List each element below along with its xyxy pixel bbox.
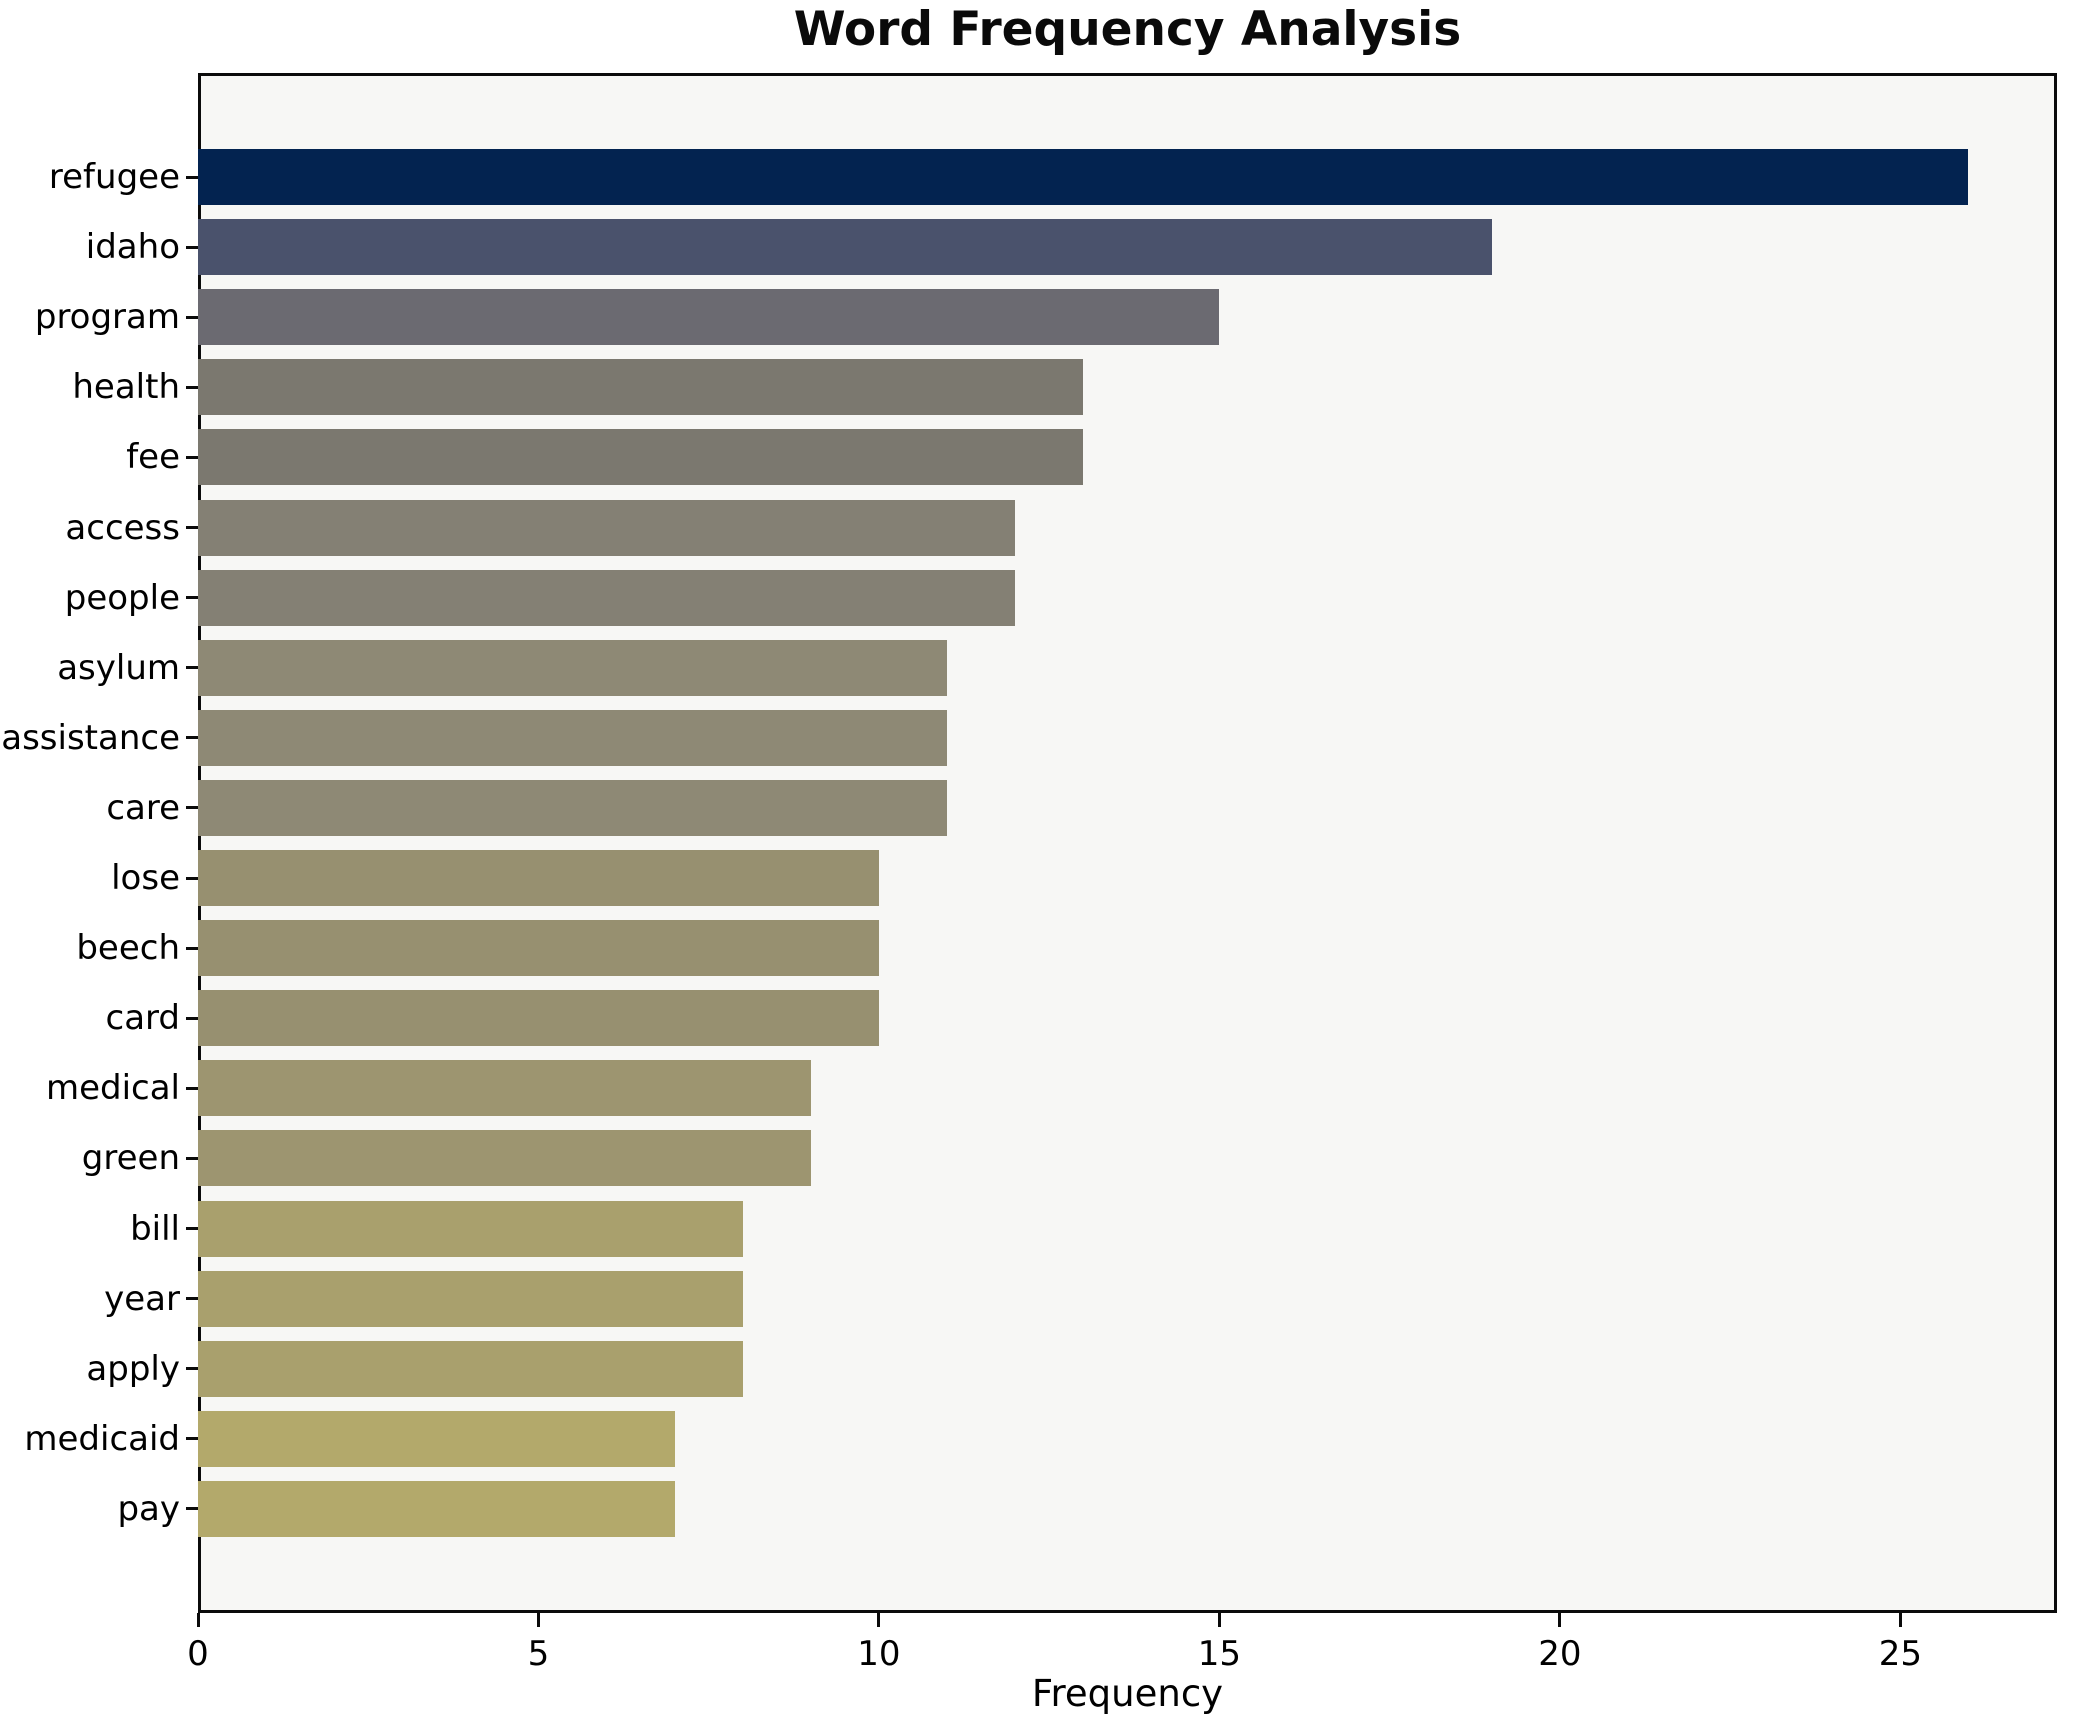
x-tick-mark xyxy=(196,1613,200,1627)
x-tick-label: 0 xyxy=(187,1634,209,1674)
bar-assistance xyxy=(198,709,948,766)
bar-year xyxy=(198,1270,743,1327)
y-tick-label: program xyxy=(34,297,180,338)
bar-people xyxy=(198,569,1016,626)
y-tick-mark xyxy=(186,736,198,740)
bar-idaho xyxy=(198,219,1492,276)
y-tick-label: bill xyxy=(130,1208,180,1249)
bar-bill xyxy=(198,1200,743,1257)
bar-lose xyxy=(198,850,879,907)
y-tick-label: asylum xyxy=(57,647,180,688)
bar-program xyxy=(198,289,1220,346)
x-tick-label: 10 xyxy=(857,1634,901,1674)
chart-title: Word Frequency Analysis xyxy=(793,2,1462,57)
y-tick-label: care xyxy=(106,787,180,828)
bar-access xyxy=(198,499,1016,556)
bar-pay xyxy=(198,1480,675,1537)
bar-green xyxy=(198,1130,811,1187)
y-tick-label: people xyxy=(64,577,180,618)
y-tick-mark xyxy=(186,315,198,319)
x-axis-title: Frequency xyxy=(1031,1672,1224,1715)
y-tick-mark xyxy=(186,806,198,810)
bar-medicaid xyxy=(198,1410,675,1467)
bar-card xyxy=(198,990,879,1047)
y-tick-mark xyxy=(186,1016,198,1020)
y-tick-label: apply xyxy=(86,1348,180,1389)
y-tick-label: access xyxy=(65,507,180,548)
bar-care xyxy=(198,779,948,836)
x-tick-mark xyxy=(1898,1613,1902,1627)
y-tick-mark xyxy=(186,1507,198,1511)
x-tick-mark xyxy=(877,1613,881,1627)
y-tick-label: refugee xyxy=(48,157,180,198)
x-tick-mark xyxy=(536,1613,540,1627)
y-tick-mark xyxy=(186,175,198,179)
bar-health xyxy=(198,359,1084,416)
x-tick-mark xyxy=(1217,1613,1221,1627)
bar-refugee xyxy=(198,149,1969,206)
y-tick-mark xyxy=(186,1086,198,1090)
y-tick-label: idaho xyxy=(85,227,180,268)
y-tick-label: beech xyxy=(76,928,180,969)
y-tick-mark xyxy=(186,1367,198,1371)
y-tick-label: year xyxy=(104,1278,180,1319)
x-tick-label: 25 xyxy=(1878,1634,1923,1674)
y-tick-mark xyxy=(186,1156,198,1160)
y-tick-label: card xyxy=(105,998,181,1039)
y-tick-label: assistance xyxy=(1,717,180,758)
bar-beech xyxy=(198,920,879,977)
y-tick-label: lose xyxy=(111,858,180,899)
y-tick-mark xyxy=(186,245,198,249)
bar-fee xyxy=(198,429,1084,486)
y-tick-mark xyxy=(186,1227,198,1231)
y-tick-label: green xyxy=(81,1138,180,1179)
y-tick-mark xyxy=(186,1297,198,1301)
y-tick-mark xyxy=(186,385,198,389)
y-tick-label: fee xyxy=(126,437,180,478)
y-tick-label: pay xyxy=(117,1488,180,1529)
y-tick-mark xyxy=(186,876,198,880)
bar-asylum xyxy=(198,639,948,696)
y-tick-mark xyxy=(186,596,198,600)
x-tick-label: 20 xyxy=(1538,1634,1582,1674)
x-tick-mark xyxy=(1558,1613,1562,1627)
y-tick-label: medical xyxy=(45,1068,180,1109)
y-tick-mark xyxy=(186,666,198,670)
x-tick-label: 15 xyxy=(1197,1634,1242,1674)
y-tick-mark xyxy=(186,526,198,530)
y-tick-mark xyxy=(186,1437,198,1441)
bar-medical xyxy=(198,1060,811,1117)
x-tick-label: 5 xyxy=(527,1634,550,1674)
y-tick-mark xyxy=(186,455,198,459)
y-tick-label: health xyxy=(72,367,180,408)
y-tick-mark xyxy=(186,946,198,950)
y-tick-label: medicaid xyxy=(24,1418,180,1459)
bar-apply xyxy=(198,1340,743,1397)
